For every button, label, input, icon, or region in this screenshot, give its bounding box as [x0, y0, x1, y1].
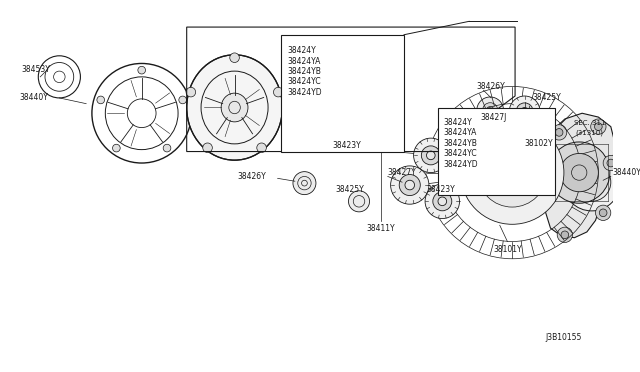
- Circle shape: [543, 186, 558, 201]
- Circle shape: [203, 143, 212, 153]
- Circle shape: [179, 96, 186, 104]
- Circle shape: [230, 53, 239, 62]
- Text: 38440Y: 38440Y: [19, 93, 48, 102]
- Circle shape: [521, 108, 529, 115]
- Circle shape: [474, 141, 483, 151]
- Circle shape: [599, 209, 607, 217]
- Circle shape: [595, 123, 602, 131]
- Circle shape: [497, 157, 527, 188]
- Circle shape: [433, 192, 452, 211]
- Circle shape: [474, 114, 483, 124]
- Circle shape: [595, 205, 611, 221]
- Circle shape: [461, 121, 564, 224]
- Circle shape: [547, 190, 554, 198]
- Bar: [474, 119, 483, 146]
- Circle shape: [186, 87, 196, 97]
- Circle shape: [509, 96, 540, 126]
- Text: SEC. 311: SEC. 311: [575, 120, 606, 126]
- Circle shape: [426, 151, 435, 160]
- Text: 38411Y: 38411Y: [367, 224, 396, 232]
- Ellipse shape: [221, 93, 248, 122]
- Circle shape: [607, 159, 614, 167]
- Circle shape: [557, 227, 573, 243]
- Circle shape: [556, 129, 563, 136]
- Circle shape: [421, 146, 440, 165]
- Circle shape: [425, 184, 460, 219]
- Text: 38425Y: 38425Y: [335, 185, 364, 194]
- Circle shape: [563, 153, 620, 211]
- Text: 38424Y
38424YA
38424YB
38424YC
38424YD: 38424Y 38424YA 38424YB 38424YC 38424YD: [444, 118, 478, 169]
- Circle shape: [552, 125, 567, 140]
- Text: 38101Y: 38101Y: [493, 245, 522, 254]
- Text: 38424Y
38424YA
38424YB
38424YC
38424YD: 38424Y 38424YA 38424YB 38424YC 38424YD: [287, 46, 322, 97]
- Circle shape: [560, 153, 598, 192]
- Circle shape: [257, 143, 266, 153]
- Circle shape: [603, 155, 618, 171]
- Circle shape: [293, 171, 316, 195]
- Circle shape: [591, 119, 606, 134]
- Circle shape: [483, 103, 498, 118]
- Text: 38440Y: 38440Y: [612, 168, 640, 177]
- Circle shape: [113, 144, 120, 152]
- Text: 38453Y: 38453Y: [21, 65, 50, 74]
- Circle shape: [516, 103, 533, 120]
- Text: 38423Y: 38423Y: [426, 185, 455, 194]
- Text: J3B10155: J3B10155: [546, 333, 582, 342]
- Circle shape: [273, 87, 283, 97]
- Ellipse shape: [187, 55, 282, 160]
- Circle shape: [548, 142, 610, 203]
- Circle shape: [477, 138, 547, 207]
- Circle shape: [163, 144, 171, 152]
- Text: 38102Y: 38102Y: [525, 140, 553, 148]
- Text: 38426Y: 38426Y: [237, 172, 266, 181]
- Bar: [438, 109, 556, 195]
- Circle shape: [413, 138, 448, 173]
- Circle shape: [477, 97, 504, 124]
- Circle shape: [573, 163, 611, 201]
- Polygon shape: [544, 113, 614, 238]
- Circle shape: [399, 174, 420, 196]
- Bar: [282, 35, 404, 151]
- Text: 38423Y: 38423Y: [332, 141, 361, 150]
- Circle shape: [561, 231, 569, 239]
- Text: 38426Y: 38426Y: [477, 82, 506, 91]
- Text: 38425Y: 38425Y: [532, 93, 561, 102]
- Circle shape: [390, 166, 429, 204]
- Text: (31310): (31310): [575, 129, 604, 136]
- Circle shape: [405, 180, 415, 190]
- Circle shape: [138, 66, 145, 74]
- Circle shape: [349, 191, 369, 212]
- Text: 38427J: 38427J: [481, 113, 507, 122]
- Text: 38427Y: 38427Y: [388, 168, 417, 177]
- Circle shape: [97, 96, 104, 104]
- Circle shape: [438, 197, 447, 206]
